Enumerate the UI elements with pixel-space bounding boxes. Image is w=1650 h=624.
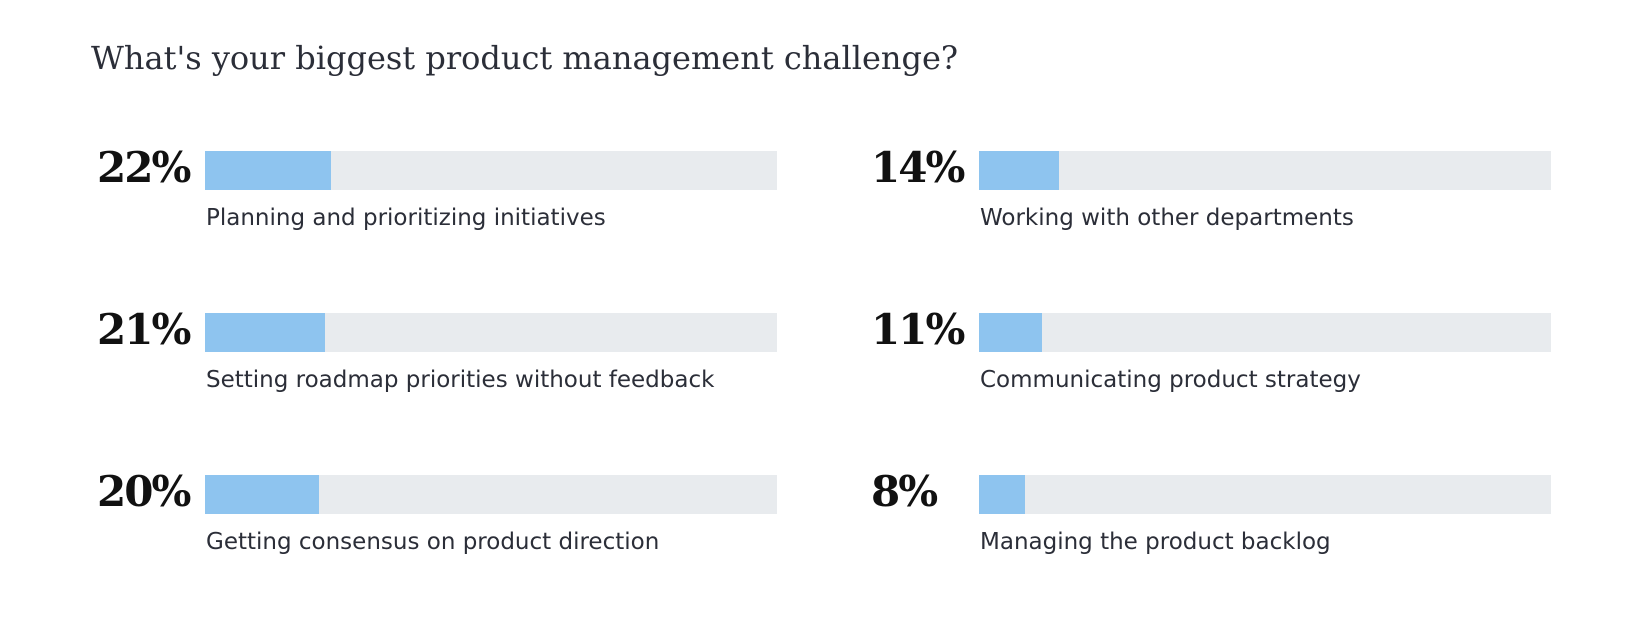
category-label: Working with other departments [980,205,1354,231]
category-label: Getting consensus on product direction [206,529,660,555]
category-label: Managing the product backlog [980,529,1331,555]
bar-item: 20% Getting consensus on product directi… [97,470,797,580]
category-label: Setting roadmap priorities without feedb… [206,367,715,393]
bar-track [979,151,1551,190]
bar-fill [205,313,326,352]
value-label: 22% [97,143,191,192]
bar-fill [979,151,1060,190]
value-label: 21% [97,305,191,354]
bar-fill [205,151,331,190]
category-label: Planning and prioritizing initiatives [206,205,606,231]
bar-fill [205,475,320,514]
value-label: 11% [871,305,965,354]
value-label: 20% [97,467,191,516]
bar-item: 14% Working with other departments [871,146,1571,256]
bar-fill [979,475,1025,514]
chart-title: What's your biggest product management c… [91,39,959,77]
bar-track [205,313,777,352]
value-label: 8% [871,467,938,516]
bar-track [205,475,777,514]
bar-item: 22% Planning and prioritizing initiative… [97,146,797,256]
bar-item: 11% Communicating product strategy [871,308,1571,418]
bar-item: 8% Managing the product backlog [871,470,1571,580]
category-label: Communicating product strategy [980,367,1361,393]
bar-item: 21% Setting roadmap priorities without f… [97,308,797,418]
bar-track [979,313,1551,352]
bar-track [979,475,1551,514]
bar-track [205,151,777,190]
value-label: 14% [871,143,965,192]
bar-fill [979,313,1042,352]
